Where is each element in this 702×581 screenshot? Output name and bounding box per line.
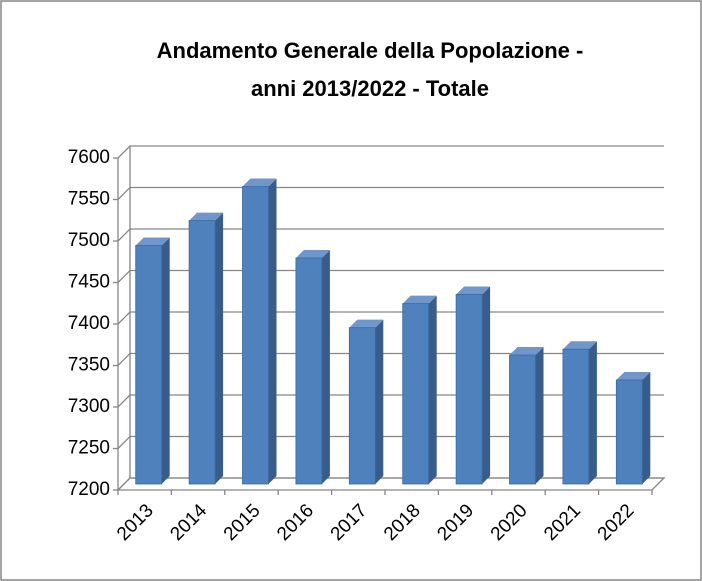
y-tick-label: 7350: [68, 355, 110, 376]
bar: [188, 220, 216, 485]
y-tick-label: 7400: [68, 313, 110, 334]
bar-top: [349, 319, 384, 328]
bar-top: [509, 347, 544, 356]
grid-line: [117, 186, 664, 200]
y-tick-label: 7550: [68, 189, 110, 210]
y-tick-label: 7600: [68, 147, 110, 168]
bar-top: [616, 371, 651, 380]
y-tick-label: 7300: [68, 396, 110, 417]
bar-top: [135, 237, 170, 246]
y-tick-label: 7200: [68, 479, 110, 500]
bar: [242, 186, 269, 485]
bar-side: [588, 341, 597, 484]
bar-side: [268, 178, 277, 484]
bar-side: [482, 286, 491, 484]
y-tick-label: 7250: [68, 438, 110, 459]
chart-title: anni 2013/2022 - Totale: [251, 76, 489, 101]
bar-side: [161, 237, 170, 484]
y-tick-label: 7500: [68, 230, 110, 251]
bar: [562, 348, 590, 485]
bar-side: [535, 347, 544, 484]
bar-top: [562, 341, 597, 350]
bar-top: [456, 286, 491, 295]
bar-top: [242, 178, 277, 187]
bar-top: [189, 212, 224, 221]
y-tick-label: 7450: [68, 272, 110, 293]
bar-side: [428, 295, 437, 484]
bar: [295, 257, 323, 485]
bar-side: [321, 249, 330, 484]
grid-line: [117, 145, 664, 159]
bar: [402, 303, 430, 485]
bar: [348, 327, 376, 485]
bar-side: [375, 319, 384, 484]
bar: [135, 245, 163, 485]
bar: [615, 379, 643, 485]
bar: [509, 354, 536, 485]
grid-line: [117, 269, 664, 283]
bar: [455, 294, 483, 485]
bar-top: [402, 295, 437, 304]
chart-title: Andamento Generale della Popolazione -: [157, 38, 584, 63]
bar-side: [642, 371, 651, 484]
grid-line: [117, 228, 664, 242]
bar-side: [215, 212, 224, 484]
bar-top: [295, 249, 330, 258]
